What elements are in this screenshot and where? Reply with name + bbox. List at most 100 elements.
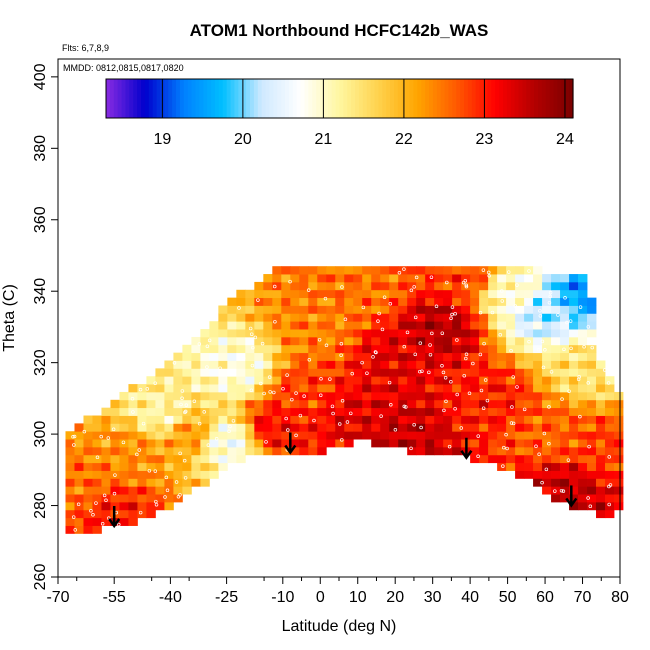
sample-point — [434, 304, 439, 308]
heatmap-cell — [290, 321, 300, 330]
heatmap-cell — [524, 352, 534, 361]
heatmap-cell — [461, 321, 471, 330]
heatmap-cell — [488, 407, 498, 416]
heatmap-cell — [263, 297, 273, 306]
heatmap-cell — [344, 352, 354, 361]
heatmap-cell — [569, 321, 579, 330]
heatmap-cell — [101, 494, 111, 503]
heatmap-cell — [227, 329, 237, 338]
heatmap-cell — [272, 423, 282, 432]
heatmap-cell — [569, 344, 579, 354]
heatmap-cell — [335, 407, 345, 416]
heatmap-cell — [65, 509, 75, 519]
heatmap-cell — [191, 415, 201, 424]
heatmap-cell — [209, 321, 219, 330]
heatmap-cell — [461, 305, 471, 314]
heatmap-cell — [335, 329, 345, 338]
heatmap-cell — [335, 281, 345, 291]
heatmap-cell — [245, 297, 255, 306]
x-tick-label: 80 — [611, 589, 629, 606]
sample-point — [350, 371, 354, 376]
heatmap-cell — [578, 313, 588, 322]
heatmap-cell — [344, 321, 354, 330]
heatmap-cell — [290, 399, 300, 409]
heatmap-cell — [119, 454, 129, 464]
heatmap-cell — [155, 446, 165, 456]
heatmap-cell — [389, 415, 399, 424]
heatmap-cell — [128, 501, 138, 511]
heatmap-cell — [245, 329, 255, 338]
heatmap-cell — [218, 336, 228, 346]
heatmap-cell — [164, 368, 174, 377]
sample-point — [330, 404, 335, 409]
heatmap-cell — [254, 360, 264, 369]
heatmap-cell — [479, 313, 489, 322]
heatmap-cell — [272, 281, 282, 291]
heatmap-cell — [344, 384, 354, 393]
heatmap-cell — [434, 321, 444, 330]
heatmap-cell — [164, 391, 174, 401]
heatmap-cell — [353, 431, 363, 440]
heatmap-cell — [191, 368, 201, 377]
heatmap-cell — [425, 344, 435, 354]
heatmap-cell — [299, 266, 309, 275]
heatmap-cell — [425, 368, 435, 377]
heatmap-cell — [542, 281, 552, 291]
heatmap-cell — [245, 431, 255, 440]
heatmap-cell — [497, 274, 507, 283]
heatmap-cell — [326, 289, 336, 299]
heatmap-cell — [272, 305, 282, 314]
heatmap-cell — [344, 360, 354, 369]
heatmap-cell — [389, 266, 399, 275]
heatmap-cell — [128, 509, 138, 519]
heatmap-cell — [488, 376, 498, 385]
colorbar-strip — [207, 79, 212, 118]
heatmap-cell — [596, 376, 606, 385]
sample-point — [418, 369, 422, 374]
heatmap-cell — [434, 415, 444, 424]
heatmap-cell — [407, 274, 417, 283]
heatmap-cell — [326, 399, 336, 409]
sample-point — [527, 339, 531, 344]
heatmap-cell — [353, 352, 363, 361]
heatmap-cell — [524, 289, 534, 299]
profile-arrow-head — [565, 497, 578, 508]
sample-point — [163, 495, 167, 499]
sample-point — [586, 496, 590, 500]
heatmap-cell — [533, 384, 543, 393]
heatmap-cell — [542, 384, 552, 393]
heatmap-cell — [191, 344, 201, 354]
sample-point — [374, 350, 378, 355]
colorbar-strip — [491, 79, 496, 118]
sample-point — [522, 407, 527, 412]
heatmap-cell — [425, 321, 435, 330]
heatmap-cell — [281, 360, 291, 369]
heatmap-cell — [164, 439, 174, 448]
heatmap-cell — [317, 431, 327, 440]
sample-point — [428, 343, 432, 347]
sample-point — [500, 299, 505, 303]
sample-point — [450, 312, 454, 317]
heatmap-cell — [173, 407, 183, 416]
heatmap-cell — [83, 509, 93, 519]
heatmap-cell — [173, 391, 183, 401]
heatmap-cell — [578, 423, 588, 432]
heatmap-cell — [497, 313, 507, 322]
sample-point — [414, 275, 419, 280]
heatmap-cell — [497, 305, 507, 314]
heatmap-cell — [317, 360, 327, 369]
heatmap-cell — [605, 415, 615, 424]
heatmap-cell — [560, 336, 570, 346]
heatmap-cell — [164, 376, 174, 385]
sample-point — [602, 368, 607, 372]
heatmap-cell — [389, 376, 399, 385]
heatmap-cell — [560, 470, 570, 479]
sample-point — [541, 365, 546, 370]
heatmap-cell — [587, 478, 597, 487]
heatmap-cell — [533, 360, 543, 369]
heatmap-cell — [254, 352, 264, 361]
heatmap-cell — [533, 423, 543, 432]
heatmap-cell — [578, 384, 588, 393]
sample-point — [549, 370, 554, 374]
heatmap-cell — [569, 384, 579, 393]
